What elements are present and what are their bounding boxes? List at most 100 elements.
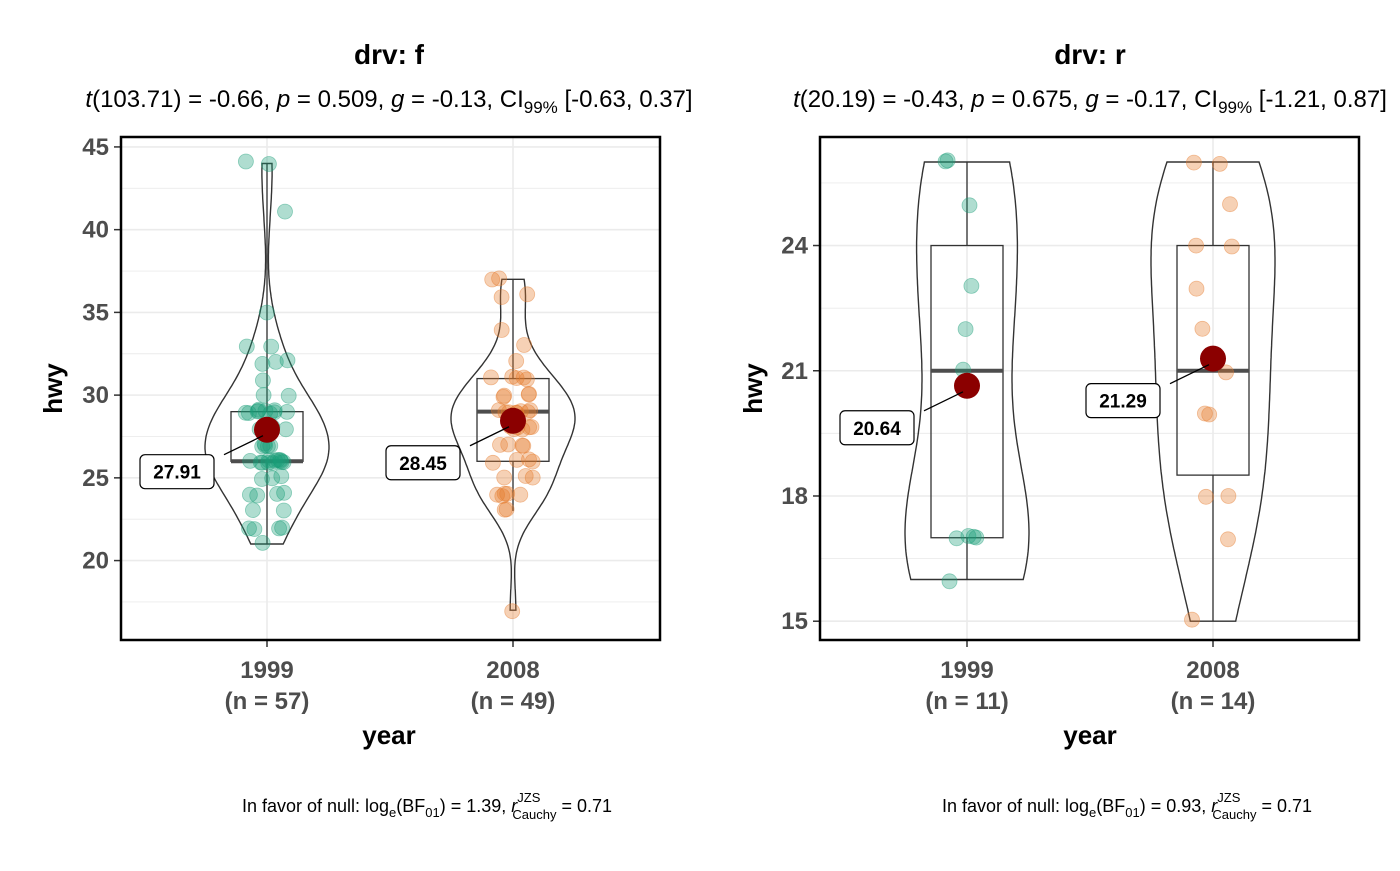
caption-log-sub: e <box>389 805 396 820</box>
data-point <box>275 502 292 519</box>
caption-bf-value: ) = 0.93, <box>1140 796 1212 816</box>
data-point <box>269 485 286 502</box>
y-tick-label: 24 <box>781 233 808 260</box>
data-point <box>524 469 541 486</box>
y-tick-label: 45 <box>82 134 109 161</box>
mean-label-leader <box>469 426 510 447</box>
data-point <box>1188 280 1205 297</box>
stat-df: 20.19 <box>808 86 868 113</box>
data-point <box>515 437 532 454</box>
data-point <box>939 152 956 169</box>
data-point <box>508 353 525 369</box>
data-point <box>242 452 259 469</box>
x-tick-label: 2008 <box>486 657 539 684</box>
mean-label-box <box>385 445 461 481</box>
caption: In favor of null: loge(BF01) = 1.39, rJZ… <box>242 790 612 822</box>
x-axis-label: year <box>1063 720 1117 750</box>
g-label: g <box>1085 86 1099 113</box>
caption-bf: (BF <box>396 796 425 816</box>
caption: In favor of null: loge(BF01) = 0.93, rJZ… <box>942 790 1312 822</box>
data-point <box>516 337 532 353</box>
panel-subtitle: t(103.71) = -0.66, p = 0.509, g = -0.13,… <box>85 86 692 117</box>
data-point <box>272 452 289 468</box>
data-point <box>1220 488 1237 504</box>
data-point <box>520 386 537 403</box>
data-point <box>260 452 277 469</box>
data-point <box>1211 155 1228 172</box>
data-point <box>500 436 517 453</box>
mean-label-box <box>839 410 915 446</box>
caption-prefix: In favor of null: log <box>942 796 1089 816</box>
caption-bf: (BF <box>1096 796 1125 816</box>
data-point <box>254 355 271 372</box>
data-point <box>524 453 541 470</box>
y-tick-label: 21 <box>781 358 808 385</box>
data-point <box>495 388 512 405</box>
mean-label-leader <box>223 435 264 456</box>
data-point <box>1186 154 1202 171</box>
box <box>476 377 550 462</box>
y-tick-label: 15 <box>781 608 808 635</box>
y-tick-label: 25 <box>82 465 109 492</box>
data-point <box>237 153 254 170</box>
data-point <box>263 338 280 355</box>
p-label: p <box>276 86 290 113</box>
data-point <box>271 520 288 537</box>
x-tick-label: 1999 <box>240 657 293 684</box>
g-value: -0.17 <box>1126 86 1181 113</box>
mean-label-box <box>139 454 215 490</box>
y-tick-label: 20 <box>82 548 109 575</box>
data-point <box>504 603 521 620</box>
y-tick-label: 30 <box>82 382 109 409</box>
caption-log-sub: e <box>1089 805 1096 820</box>
data-point <box>512 486 529 503</box>
stat-t-value: -0.43 <box>903 86 958 113</box>
data-point <box>254 535 271 551</box>
ci-high: 0.87 <box>1334 86 1381 113</box>
stat-t-value: -0.66 <box>209 86 264 113</box>
ci-level: 99% <box>524 98 558 117</box>
data-point <box>254 372 271 389</box>
data-point <box>277 203 293 220</box>
caption-r-sub: Cauchy <box>1212 807 1257 822</box>
data-point <box>968 529 985 546</box>
data-point <box>1184 611 1200 628</box>
data-point <box>238 338 255 355</box>
data-point <box>275 454 292 471</box>
data-point <box>280 387 297 404</box>
data-point <box>267 353 284 370</box>
data-point <box>1223 238 1240 255</box>
data-point <box>250 402 267 419</box>
box <box>1176 244 1250 476</box>
y-tick-label: 18 <box>781 483 808 510</box>
data-point <box>504 368 521 385</box>
data-point <box>963 277 980 294</box>
x-tick-n-label: (n = 57) <box>225 688 310 715</box>
mean-label-leader <box>1169 364 1210 385</box>
gridlines <box>121 137 660 640</box>
violin <box>450 278 576 611</box>
data-point <box>244 502 261 519</box>
data-point <box>491 270 508 287</box>
mean-label: 20.64 <box>853 419 901 440</box>
data-point <box>241 520 257 537</box>
stat-label: t <box>793 86 801 113</box>
data-point <box>260 454 277 471</box>
data-point <box>264 455 281 471</box>
data-point <box>494 488 511 505</box>
caption-r-value: = 0.71 <box>557 796 613 816</box>
caption-r-value: = 0.71 <box>1257 796 1313 816</box>
data-point <box>496 501 513 518</box>
group-1999: 27.91 <box>139 153 330 551</box>
data-point <box>1218 364 1234 381</box>
panel-title: drv: f <box>354 39 425 70</box>
data-point <box>957 321 974 338</box>
ci-level: 99% <box>1218 98 1252 117</box>
data-point <box>258 304 275 321</box>
panel-1: drv: f t(103.71) = -0.66, p = 0.509, g = … <box>38 39 693 822</box>
data-point <box>237 404 254 421</box>
data-point <box>279 352 296 369</box>
p-value: 0.509 <box>318 86 378 113</box>
p-value: 0.675 <box>1012 86 1072 113</box>
data-point <box>1220 531 1236 548</box>
